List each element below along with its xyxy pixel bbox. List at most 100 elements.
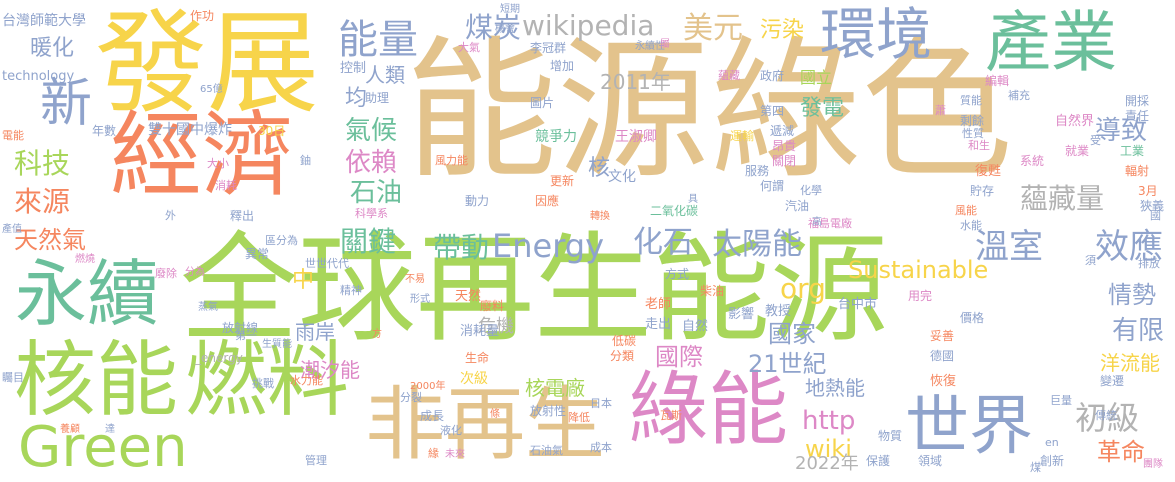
cloud-word-xs-133: 條 [490,409,500,420]
cloud-word-xs-95: 水能 [960,219,982,232]
cloud-word-xs-33: 關閉 [772,154,797,168]
cloud-word-xs-75: 分類 [610,349,635,363]
cloud-word-energy: Energy [492,227,605,265]
cloud-word-keji: 科技 [14,147,71,180]
cloud-word-liangan: 雨岸 [295,320,335,344]
cloud-word-xs-107 v: 短期 [500,4,520,15]
cloud-word-xs-54: 水力能 [290,374,323,387]
cloud-word-xs-98: 巨量 [1050,394,1072,407]
cloud-word-shijie: 世界 [905,390,1033,464]
cloud-word-daidong: 帶動 [433,231,490,264]
cloud-word-guanjian: 關鍵 [340,225,397,258]
cloud-word-guoji: 國際 [655,343,703,371]
cloud-word-xs-105: 受 [1090,134,1101,147]
cloud-word-yongxu: 永續 [15,252,160,336]
cloud-word-xs-11: 政府 [760,69,785,83]
cloud-word-xs-10: 國立 [800,68,833,87]
cloud-word-xs-50: 放射線 [222,321,259,335]
cloud-word-xs-72: 老師 [645,297,672,312]
cloud-word-xs-23: 系統 [1020,154,1045,168]
cloud-word-geming: 革命 [1097,438,1145,466]
cloud-word-xs-22: 就業 [1065,144,1090,158]
cloud-word-xs-66: 放射性 [530,404,567,418]
cloud-word-xs-84: 德國 [930,349,955,363]
cloud-word-jun: 均 [345,86,368,111]
cloud-word-xs-65: 降低 [568,411,590,424]
cloud-word-xs-62: 石油氣 [530,444,563,457]
cloud-word-xs-28: 狹義 [1140,199,1165,213]
cloud-word-xs-56: 分裂 [400,391,422,404]
cloud-word-lvneng: 綠能 [628,363,788,456]
cloud-word-xs-90: 二氧化碳 [650,204,699,218]
cloud-word-xs-7: 電能 [2,129,24,142]
cloud-word-xs-131: 具 [688,194,698,205]
cloud-word-xs-135: 方 [372,329,382,340]
cloud-word-xs-91: 方式 [665,267,690,281]
cloud-word-xs-53: _energy [195,351,243,365]
cloud-word-xs-15: 第四 [760,104,785,118]
cloud-word-xs-113: 補充 [1008,89,1030,102]
cloud-word-xs-61: 未來 [445,449,465,460]
cloud-word-huashi: 化石 [633,225,693,260]
cloud-word-xs-25: 貯存 [970,184,995,198]
cloud-word-2011: 2011年 [600,70,671,94]
cloud-word-xs-116: 性質 [962,127,984,140]
cloud-word-xs-100: 變遷 [1100,374,1125,388]
cloud-word-shiyou: 石油 [350,178,403,208]
cloud-word-large-2: 全球再生能源 [180,220,889,358]
cloud-word-chuji: 初級 [1075,399,1140,437]
cloud-word-xs-41: 科學系 [355,207,388,220]
cloud-word-xs-81: 保護 [866,454,891,468]
cloud-word-xs-13: 增加 [550,59,575,73]
cloud-word-xs-112: 蘊藏 [718,69,740,82]
cloud-word-xs-3: 作功 [190,9,215,23]
cloud-word-xs-101: 排放 [1138,257,1160,270]
cloud-word-xs-48: 形式 [410,294,430,305]
cloud-word-large-1: 能源綠色 [405,22,1013,199]
cloud-word-xs-97: 傳統 [1095,409,1117,422]
cloud-word-taiyangneng: 太陽能 [712,227,802,262]
cloud-word-xs-118: 蕭 [935,104,946,117]
cloud-word-xs-46: 異常 [245,247,270,261]
cloud-word-xs-77: 教授 [765,304,792,319]
cloud-word-qihou: 氣候 [345,116,398,146]
cloud-word-xs-58: 成長 [420,409,445,423]
cloud-word-xs-36: 文化 [608,169,636,185]
cloud-word-xs-17: 剩餘 [960,114,985,128]
cloud-word-yilai: 依賴 [345,148,398,178]
cloud-word-xs-114: 質能 [960,94,982,107]
cloud-word-xs-40: 風力能 [435,154,468,167]
cloud-word-xs-44: 釋出 [230,209,255,223]
cloud-word-xs-20: 責任 [1125,109,1150,123]
cloud-word-xs-136: 65億 [200,84,223,95]
cloud-word-xs-64: 日本 [590,397,612,410]
cloud-word-nuanhua: 暖化 [30,36,75,61]
cloud-word-xs-2: technology [2,69,75,84]
cloud-word-xs-82: 領域 [918,454,943,468]
cloud-word-xs-103: en [1045,436,1059,449]
cloud-word-xs-38: 因應 [535,194,560,208]
cloud-word-feizaisheng: 非再生 [365,378,605,471]
cloud-word-xs-79: 瓦斯 [660,409,682,422]
cloud-word-2022: 2022年 [795,453,859,474]
cloud-word-xs-121: 廢除 [155,267,177,280]
cloud-word-xs-57: 2000年 [410,381,446,392]
cloud-word-xs-6: 年數 [92,124,117,138]
cloud-word-xs-69: 消耗量 [460,324,500,339]
cloud-word-xs-42: 大小 [207,157,229,170]
cloud-word-xs-27: 3月 [1138,184,1158,198]
cloud-word-xs-26: 輻射 [1125,164,1150,178]
cloud-word-xs-123: 蒸氣 [198,302,218,313]
cloud-word-yangliuneng: 洋流能 [1100,351,1160,375]
cloud-word-chanye: 產業 [985,4,1117,81]
cloud-word-xs-39: 動力 [465,194,490,208]
cloud-word-meitan: 煤炭 [465,11,522,44]
cloud-word-fadian: 發電 [800,96,845,121]
cloud-word-xs-29: 競爭力 [535,129,577,145]
cloud-word-xs-106: 須 [1085,254,1096,267]
cloud-word-xs-76: 自然 [682,319,709,334]
cloud-word-xs-94: 化學 [800,184,822,197]
cloud-word-xs-5: 30日 [258,124,286,138]
cloud-word-chaoxineng: 潮汐能 [300,358,360,382]
